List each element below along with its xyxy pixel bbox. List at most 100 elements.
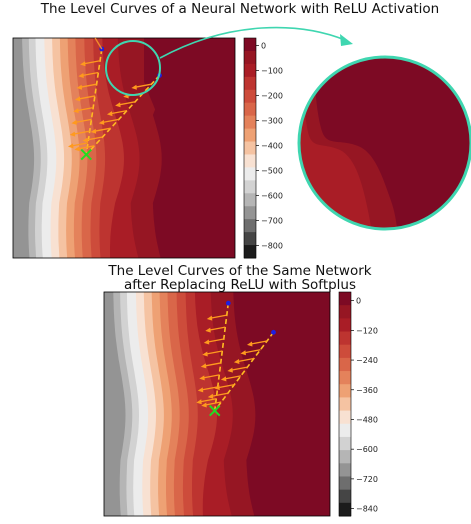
colorbar-band — [339, 331, 351, 346]
colorbar-band — [244, 76, 256, 91]
gradient-arrow — [204, 362, 221, 367]
colorbar-tick-label: −300 — [261, 117, 283, 126]
colorbar-band — [244, 193, 256, 207]
gradient-arrow — [200, 398, 217, 403]
gradient-arrowhead — [201, 402, 207, 408]
gradient-arrow — [237, 357, 255, 363]
top-colorbar: 0 −100 −200 −300 −400 −500 −600 −700 −800 — [243, 37, 283, 259]
gradient-arrowhead — [202, 351, 208, 357]
colorbar-band — [244, 38, 256, 52]
zoom-connector-arrow — [159, 26, 346, 59]
colorbar-band — [244, 180, 256, 194]
colorbar-band — [244, 245, 256, 259]
colorbar-band — [339, 423, 351, 438]
colorbar-band — [339, 384, 351, 398]
colorbar-tick-label: −480 — [356, 415, 378, 424]
inset-region-inner — [299, 57, 372, 229]
gradient-arrow — [135, 83, 152, 88]
gradient-arrow — [209, 326, 226, 331]
gradient-arrow — [244, 349, 261, 354]
top-plot-frame — [12, 37, 236, 259]
bottom-plot-frame — [103, 291, 331, 517]
gradient-arrow — [224, 375, 241, 380]
gradient-path-1 — [214, 331, 275, 412]
gradient-arrowhead — [197, 387, 204, 393]
inset-ring — [297, 55, 471, 231]
bottom-heatmap — [104, 292, 330, 516]
gradient-arrowhead — [78, 72, 84, 78]
zoom-source-circle — [105, 40, 161, 96]
gradient-arrowhead — [115, 102, 121, 108]
colorbar-tick-label: −500 — [261, 167, 283, 176]
gradient-arrowhead — [240, 350, 246, 356]
gradient-arrowhead — [69, 131, 76, 137]
gradient-arrowhead — [74, 96, 81, 102]
colorbar-tick-label: −720 — [356, 475, 378, 484]
gradient-arrow — [80, 83, 97, 88]
start-point-marker — [225, 300, 231, 306]
zoom-connector-arrowhead — [340, 34, 353, 46]
colorbar-band — [244, 206, 256, 220]
top-gradient-paths — [67, 37, 162, 161]
gradient-arrowhead — [76, 84, 83, 90]
colorbar-band — [339, 318, 351, 333]
colorbar-band — [339, 357, 351, 372]
gradient-arrowhead — [246, 341, 253, 347]
colorbar-band — [244, 63, 256, 78]
colorbar-band — [339, 305, 351, 319]
gradient-arrowhead — [80, 61, 86, 67]
colorbar-band — [244, 115, 256, 130]
gradient-arrow — [210, 314, 227, 319]
zoom-inset — [105, 26, 471, 231]
contour-band-13 — [13, 38, 35, 258]
gradient-arrowhead — [82, 137, 89, 143]
start-point-marker — [271, 329, 276, 335]
colorbar-tick-label: 0 — [356, 297, 361, 306]
colorbar-band — [244, 232, 256, 246]
colorbar-band — [244, 167, 256, 181]
gradient-arrowhead — [233, 358, 240, 364]
colorbar-tick-label: −200 — [261, 92, 283, 101]
gradient-arrow — [86, 136, 103, 141]
gradient-arrowhead — [196, 399, 202, 405]
colorbar-tick-label: −600 — [261, 192, 283, 201]
gradient-arrowhead — [227, 367, 233, 373]
bottom-gradient-paths — [196, 300, 276, 417]
colorbar-band — [244, 89, 256, 104]
gradient-arrow — [83, 60, 101, 65]
contour-band-13 — [104, 292, 126, 516]
gradient-arrowhead — [71, 119, 77, 125]
colorbar-frame — [338, 291, 352, 517]
gradient-arrow — [207, 338, 224, 343]
colorbar-band — [339, 463, 351, 477]
gradient-arrowhead — [90, 128, 97, 134]
gradient-arrowhead — [74, 146, 80, 152]
colorbar-tick-label: −840 — [356, 505, 378, 514]
colorbar-band — [244, 128, 256, 143]
gradient-arrowhead — [200, 363, 207, 369]
top-chart-title: The Level Curves of a Neural Network wit… — [40, 1, 439, 17]
gradient-arrow — [77, 107, 94, 112]
colorbar-tick-label: −400 — [261, 142, 283, 151]
gradient-arrowhead — [206, 315, 213, 321]
gradient-path-1 — [85, 74, 161, 156]
colorbar-tick-label: −240 — [356, 356, 378, 365]
gradient-arrowhead — [199, 375, 205, 381]
colorbar-band — [339, 436, 351, 451]
gradient-arrow — [78, 145, 95, 150]
gradient-arrowhead — [207, 393, 214, 399]
colorbar-frame — [243, 37, 257, 259]
gradient-arrow — [203, 374, 220, 379]
escape-path — [94, 37, 103, 50]
gradient-arrow — [218, 383, 235, 389]
end-point-marker — [80, 148, 92, 161]
colorbar-tick-label: −120 — [356, 326, 378, 335]
colorbar-tick-label: −600 — [356, 445, 378, 454]
bottom-chart-title-line2: after Replacing ReLU with Softplus — [124, 277, 356, 293]
colorbar-band — [244, 154, 256, 168]
colorbar-band — [244, 50, 256, 65]
gradient-arrowhead — [131, 84, 137, 90]
gradient-arrow — [211, 392, 228, 397]
gradient-arrowhead — [203, 339, 210, 345]
